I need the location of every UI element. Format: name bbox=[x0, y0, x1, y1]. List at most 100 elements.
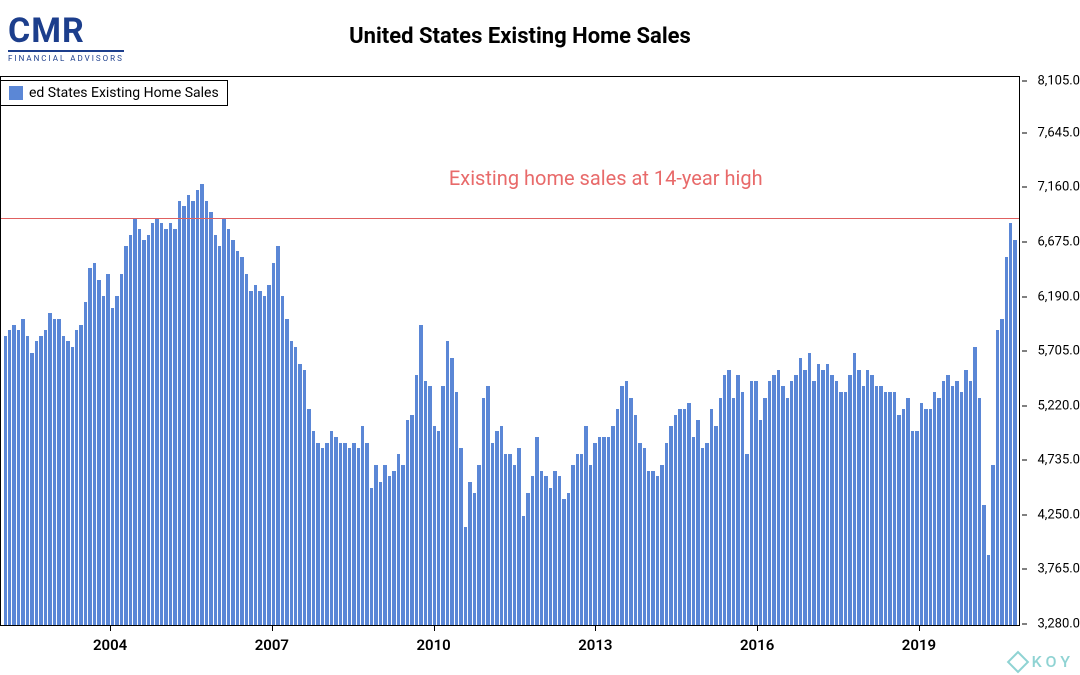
bar bbox=[4, 336, 7, 625]
bar bbox=[839, 392, 842, 625]
bar bbox=[428, 386, 431, 625]
bar bbox=[888, 392, 891, 625]
bar bbox=[397, 454, 400, 625]
y-tick-label: 8,105.0 bbox=[1037, 74, 1080, 89]
bar bbox=[634, 415, 637, 625]
bar bbox=[464, 527, 467, 625]
bar bbox=[942, 381, 945, 625]
bar bbox=[835, 381, 838, 625]
bar bbox=[151, 223, 154, 625]
y-tick-mark bbox=[1022, 624, 1027, 625]
bar bbox=[790, 381, 793, 625]
bar bbox=[111, 308, 114, 625]
bar bbox=[410, 415, 413, 625]
bar bbox=[290, 341, 293, 625]
watermark-icon bbox=[1006, 650, 1029, 673]
y-tick-label: 6,190.0 bbox=[1037, 289, 1080, 304]
bar bbox=[553, 471, 556, 625]
bar bbox=[951, 386, 954, 625]
bar bbox=[799, 358, 802, 625]
bar bbox=[969, 381, 972, 625]
bar bbox=[946, 375, 949, 625]
y-tick-mark bbox=[1022, 81, 1027, 82]
y-tick-label: 5,705.0 bbox=[1037, 344, 1080, 359]
bar bbox=[258, 291, 261, 625]
bar bbox=[911, 431, 914, 625]
y-tick-label: 5,220.0 bbox=[1037, 398, 1080, 413]
bar bbox=[848, 375, 851, 625]
bar bbox=[879, 386, 882, 625]
bar bbox=[84, 302, 87, 625]
bar bbox=[830, 375, 833, 625]
bar bbox=[647, 471, 650, 625]
bar bbox=[169, 223, 172, 625]
bar bbox=[853, 353, 856, 625]
bar bbox=[142, 240, 145, 625]
bar bbox=[12, 325, 15, 625]
bar bbox=[348, 448, 351, 625]
bar bbox=[339, 443, 342, 625]
bar bbox=[388, 476, 391, 625]
x-tick-label: 2019 bbox=[902, 636, 936, 654]
bar bbox=[196, 190, 199, 625]
bar bbox=[164, 229, 167, 625]
y-axis-ticks: 3,280.03,765.04,250.04,735.05,220.05,705… bbox=[1022, 76, 1080, 626]
bar bbox=[66, 341, 69, 625]
bar bbox=[129, 235, 132, 625]
y-tick-label: 7,160.0 bbox=[1037, 180, 1080, 195]
bar bbox=[611, 426, 614, 625]
y-tick-mark bbox=[1022, 132, 1027, 133]
bar bbox=[620, 386, 623, 625]
y-tick-mark bbox=[1022, 296, 1027, 297]
bar bbox=[147, 235, 150, 625]
y-tick-mark bbox=[1022, 187, 1027, 188]
bar bbox=[209, 212, 212, 625]
bar bbox=[191, 201, 194, 625]
bar bbox=[495, 431, 498, 625]
bar bbox=[602, 437, 605, 625]
bar bbox=[93, 263, 96, 625]
bar bbox=[17, 330, 20, 625]
bar bbox=[482, 398, 485, 625]
bar bbox=[719, 398, 722, 625]
bar bbox=[285, 319, 288, 625]
bar bbox=[906, 398, 909, 625]
bar bbox=[870, 375, 873, 625]
bar bbox=[160, 223, 163, 625]
bar bbox=[392, 471, 395, 625]
bar bbox=[669, 426, 672, 625]
bar bbox=[678, 409, 681, 625]
bar bbox=[638, 443, 641, 625]
bar bbox=[102, 296, 105, 625]
bar bbox=[504, 454, 507, 625]
bar bbox=[643, 448, 646, 625]
bar bbox=[808, 353, 811, 625]
bar bbox=[352, 443, 355, 625]
bar bbox=[155, 218, 158, 625]
bar bbox=[8, 330, 11, 625]
bar bbox=[477, 465, 480, 625]
bar bbox=[522, 516, 525, 625]
bar bbox=[26, 336, 29, 625]
legend-swatch bbox=[9, 86, 23, 100]
bar bbox=[866, 370, 869, 625]
bar bbox=[106, 274, 109, 625]
bar bbox=[88, 268, 91, 625]
bar bbox=[598, 437, 601, 625]
bar bbox=[705, 443, 708, 625]
bar bbox=[178, 201, 181, 625]
bar bbox=[745, 454, 748, 625]
bar bbox=[526, 493, 529, 625]
bar bbox=[803, 370, 806, 625]
bar bbox=[433, 426, 436, 625]
bar bbox=[517, 448, 520, 625]
y-tick-mark bbox=[1022, 405, 1027, 406]
bar bbox=[629, 398, 632, 625]
bar-container bbox=[1, 77, 1019, 625]
bar bbox=[330, 431, 333, 625]
bar bbox=[245, 274, 248, 625]
bar bbox=[222, 218, 225, 625]
bar bbox=[231, 240, 234, 625]
bar bbox=[227, 229, 230, 625]
bar bbox=[455, 392, 458, 625]
